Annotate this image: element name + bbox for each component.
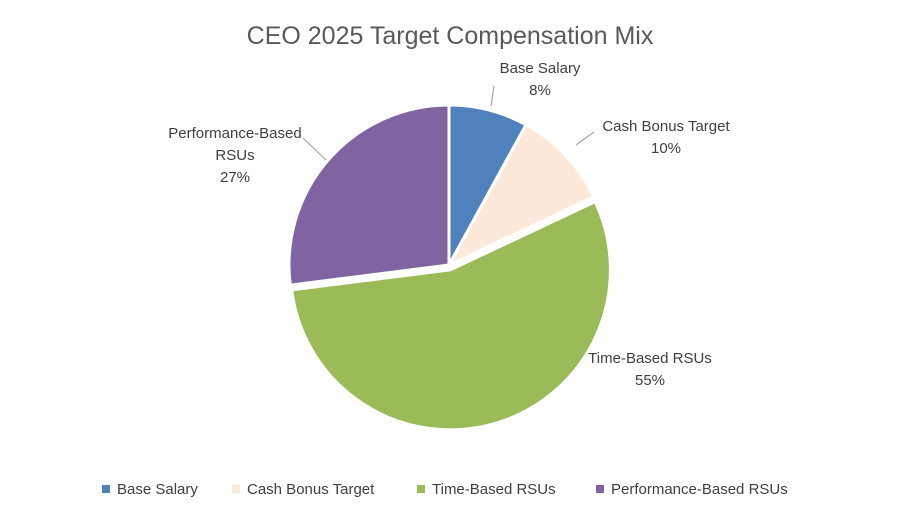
legend-swatch: [232, 485, 240, 493]
legend-label: Base Salary: [117, 481, 198, 498]
data-labels: Base Salary 8% Cash Bonus Target 10% Time-Ba…: [168, 60, 730, 389]
legend-label: Time-Based RSUs: [432, 481, 556, 498]
pie-slice-performance-based-rsus: [287, 103, 451, 287]
pie-slice-time-based-rsus: [289, 199, 612, 432]
leader-line: [490, 85, 495, 107]
legend-item-base-salary: Base Salary: [102, 481, 198, 498]
leader-lines: [302, 85, 595, 161]
legend-swatch: [102, 485, 110, 493]
leader-line: [575, 131, 595, 146]
legend-swatch: [596, 485, 604, 493]
legend: Base Salary Cash Bonus Target Time-Based R…: [102, 481, 788, 498]
legend-item-time-based-rsus: Time-Based RSUs: [417, 481, 556, 498]
data-label-cash-bonus-target: Cash Bonus Target 10%: [602, 118, 730, 157]
legend-swatch: [417, 485, 425, 493]
data-label-time-based-rsus: Time-Based RSUs 55%: [588, 350, 712, 389]
data-label-base-salary: Base Salary 8%: [500, 60, 581, 99]
data-label-performance-based-rsus: Performance-Based RSUs 27%: [168, 125, 301, 186]
pie-slices: [287, 103, 612, 432]
legend-label: Cash Bonus Target: [247, 481, 375, 498]
leader-line: [302, 137, 327, 161]
pie-slice-cash-bonus-target: [445, 122, 596, 269]
legend-item-cash-bonus-target: Cash Bonus Target: [232, 481, 375, 498]
legend-item-performance-based-rsus: Performance-Based RSUs: [596, 481, 788, 498]
chart-title: CEO 2025 Target Compensation Mix: [247, 22, 654, 50]
legend-label: Performance-Based RSUs: [611, 481, 788, 498]
